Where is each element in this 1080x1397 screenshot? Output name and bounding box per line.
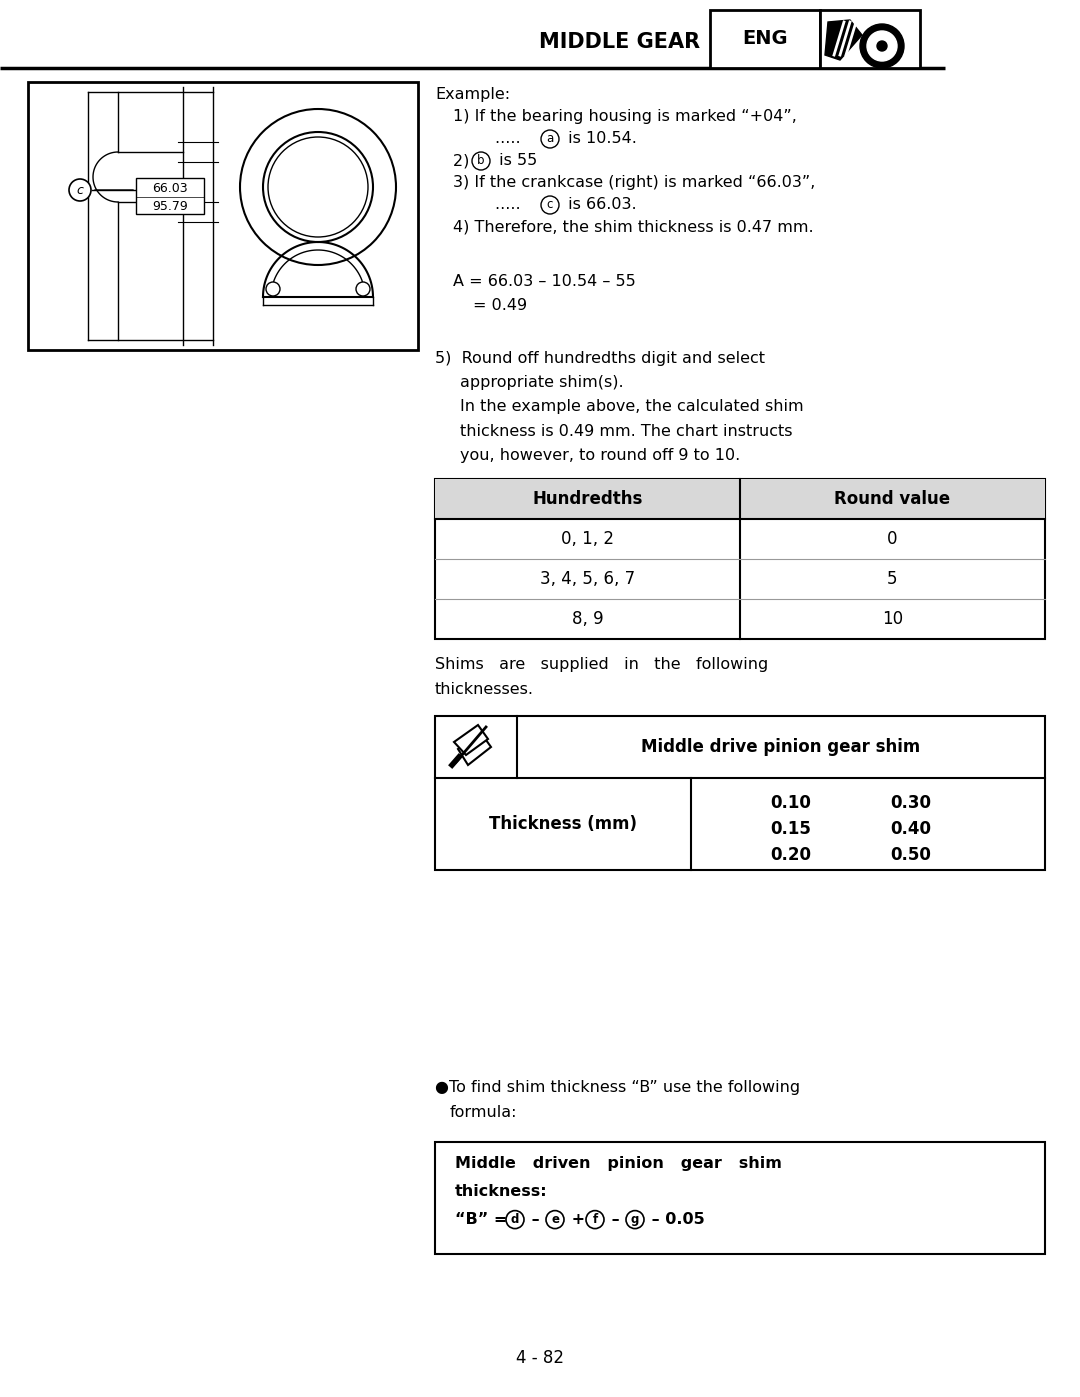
Circle shape — [268, 137, 368, 237]
Text: b: b — [477, 155, 485, 168]
Text: 0.40: 0.40 — [890, 820, 931, 838]
Text: 3, 4, 5, 6, 7: 3, 4, 5, 6, 7 — [540, 570, 635, 588]
Text: .....: ..... — [495, 197, 531, 212]
Text: you, however, to round off 9 to 10.: you, however, to round off 9 to 10. — [460, 448, 740, 462]
Text: f: f — [592, 1213, 597, 1227]
Text: ENG: ENG — [742, 29, 787, 49]
Text: “B” =: “B” = — [455, 1211, 513, 1227]
Bar — [710, 10, 820, 68]
Text: 0, 1, 2: 0, 1, 2 — [561, 529, 615, 548]
Text: formula:: formula: — [450, 1105, 517, 1120]
Polygon shape — [825, 20, 862, 60]
Circle shape — [264, 131, 373, 242]
Text: 0.50: 0.50 — [890, 847, 931, 863]
Text: Hundredths: Hundredths — [532, 489, 643, 507]
Circle shape — [867, 31, 897, 61]
Text: 10: 10 — [882, 609, 903, 627]
Text: a: a — [546, 133, 554, 145]
Text: thickness:: thickness: — [455, 1183, 548, 1199]
Bar — [435, 1141, 1045, 1253]
Text: 2): 2) — [453, 154, 474, 168]
Text: ●To find shim thickness “B” use the following: ●To find shim thickness “B” use the foll… — [435, 1080, 800, 1095]
Polygon shape — [458, 733, 491, 766]
Text: g: g — [631, 1213, 639, 1227]
Text: c: c — [546, 198, 553, 211]
Bar — [136, 177, 204, 214]
Circle shape — [266, 282, 280, 296]
Text: Middle   driven   pinion   gear   shim: Middle driven pinion gear shim — [455, 1155, 782, 1171]
Text: d: d — [511, 1213, 519, 1227]
Text: = 0.49: = 0.49 — [473, 298, 527, 313]
Text: .....: ..... — [495, 131, 531, 147]
Text: In the example above, the calculated shim: In the example above, the calculated shi… — [460, 400, 804, 415]
Circle shape — [507, 1211, 524, 1228]
Text: 0: 0 — [888, 529, 897, 548]
Text: 4 - 82: 4 - 82 — [516, 1350, 564, 1368]
Bar — [820, 10, 920, 68]
Circle shape — [541, 130, 559, 148]
Text: 0.15: 0.15 — [770, 820, 811, 838]
Text: 66.03: 66.03 — [152, 182, 188, 194]
Text: c: c — [77, 183, 83, 197]
Text: Example:: Example: — [435, 87, 510, 102]
Text: 8, 9: 8, 9 — [571, 609, 604, 627]
Circle shape — [472, 152, 490, 170]
Text: 4) Therefore, the shim thickness is 0.47 mm.: 4) Therefore, the shim thickness is 0.47… — [453, 219, 813, 235]
Text: Round value: Round value — [835, 489, 950, 507]
Text: 0.30: 0.30 — [890, 793, 931, 812]
Text: is 66.03.: is 66.03. — [563, 197, 636, 212]
Circle shape — [860, 24, 904, 68]
Text: 5: 5 — [888, 570, 897, 588]
Text: MIDDLE GEAR: MIDDLE GEAR — [539, 32, 700, 52]
Text: thicknesses.: thicknesses. — [435, 682, 534, 697]
Text: Middle drive pinion gear shim: Middle drive pinion gear shim — [642, 738, 920, 756]
Circle shape — [546, 1211, 564, 1228]
Text: 0.10: 0.10 — [770, 793, 811, 812]
Circle shape — [69, 179, 91, 201]
Circle shape — [240, 109, 396, 265]
Circle shape — [626, 1211, 644, 1228]
Text: 3) If the crankcase (right) is marked “66.03”,: 3) If the crankcase (right) is marked “6… — [453, 175, 815, 190]
Text: – 0.05: – 0.05 — [646, 1211, 705, 1227]
Circle shape — [541, 196, 559, 214]
Text: Thickness (mm): Thickness (mm) — [489, 814, 637, 833]
Bar — [435, 717, 1045, 870]
Bar — [28, 82, 418, 351]
Polygon shape — [454, 725, 488, 754]
Text: 5)  Round off hundredths digit and select: 5) Round off hundredths digit and select — [435, 351, 765, 366]
Text: +: + — [566, 1211, 591, 1227]
Circle shape — [586, 1211, 604, 1228]
Bar — [435, 479, 1045, 638]
Text: thickness is 0.49 mm. The chart instructs: thickness is 0.49 mm. The chart instruct… — [460, 423, 793, 439]
Text: Shims   are   supplied   in   the   following: Shims are supplied in the following — [435, 657, 768, 672]
Text: 0.20: 0.20 — [770, 847, 811, 863]
Text: is 55: is 55 — [494, 154, 537, 168]
Text: A = 66.03 – 10.54 – 55: A = 66.03 – 10.54 – 55 — [453, 274, 636, 289]
Text: is 10.54.: is 10.54. — [563, 131, 637, 147]
Text: –: – — [526, 1211, 545, 1227]
Text: 95.79: 95.79 — [152, 200, 188, 212]
Circle shape — [877, 41, 887, 52]
Text: –: – — [606, 1211, 625, 1227]
Text: appropriate shim(s).: appropriate shim(s). — [460, 376, 623, 390]
Text: 1) If the bearing housing is marked “+04”,: 1) If the bearing housing is marked “+04… — [453, 109, 797, 124]
Bar — [435, 479, 1045, 518]
Circle shape — [356, 282, 370, 296]
Text: e: e — [551, 1213, 559, 1227]
